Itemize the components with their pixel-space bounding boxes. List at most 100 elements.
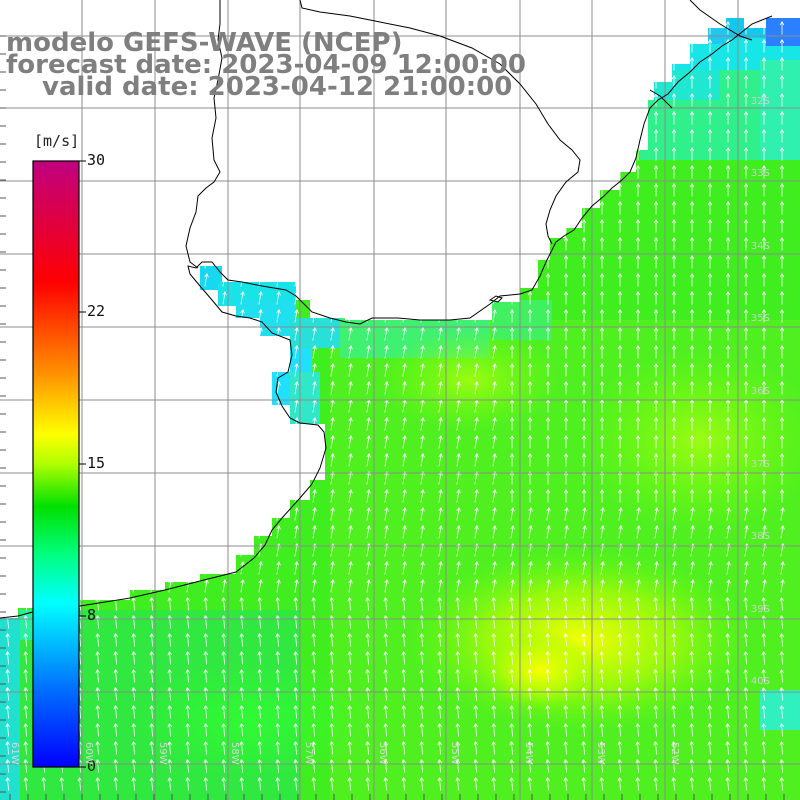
wind-arrow-icon <box>149 759 154 773</box>
wind-arrow-icon <box>240 291 245 305</box>
wind-arrow-icon <box>618 561 623 575</box>
wind-arrow-icon <box>707 219 713 233</box>
wind-arrow-icon <box>672 561 677 575</box>
wind-arrow-icon <box>635 597 640 611</box>
wind-arrow-icon <box>455 723 460 737</box>
wind-arrow-icon <box>492 453 497 467</box>
wind-arrow-icon <box>707 93 713 107</box>
wind-arrow-icon <box>671 435 677 449</box>
wind-arrow-icon <box>23 651 28 665</box>
wind-arrow-icon <box>689 219 695 233</box>
wind-arrow-icon <box>725 93 731 107</box>
wind-arrow-icon <box>167 597 172 611</box>
wind-arrow-icon <box>725 381 731 395</box>
wind-arrow-icon <box>456 345 461 359</box>
wind-arrow-icon <box>330 561 335 575</box>
wind-arrow-icon <box>744 507 749 521</box>
lon-label: 55W <box>449 742 460 765</box>
wind-arrow-icon <box>257 651 262 665</box>
wind-arrow-icon <box>671 345 677 359</box>
wind-arrow-icon <box>689 453 695 467</box>
wind-arrow-icon <box>563 381 569 395</box>
wind-arrow-icon <box>600 507 605 521</box>
wind-arrow-icon <box>599 633 604 647</box>
wind-arrow-icon <box>743 57 749 71</box>
wind-arrow-icon <box>365 723 370 737</box>
wind-arrow-icon <box>131 705 136 719</box>
wind-arrow-icon <box>294 561 299 575</box>
wind-arrow-icon <box>779 183 785 197</box>
wind-arrow-icon <box>455 687 460 701</box>
wind-arrow-icon <box>599 381 605 395</box>
wind-arrow-icon <box>779 417 785 431</box>
wind-arrow-icon <box>384 327 389 341</box>
wind-arrow-icon <box>366 435 371 449</box>
wind-arrow-icon <box>707 183 713 197</box>
wind-arrow-icon <box>780 579 785 593</box>
wind-arrow-icon <box>402 417 407 431</box>
wind-arrow-icon <box>689 93 695 107</box>
wind-arrow-icon <box>275 723 280 737</box>
wind-arrow-icon <box>672 507 677 521</box>
wind-arrow-icon <box>185 687 190 701</box>
wind-arrow-icon <box>509 309 515 323</box>
wind-arrow-icon <box>617 309 623 323</box>
wind-arrow-icon <box>564 561 569 575</box>
wind-arrow-icon <box>653 129 659 143</box>
wind-arrow-icon <box>149 705 154 719</box>
wind-arrow-icon <box>563 705 568 719</box>
wind-arrow-icon <box>671 453 677 467</box>
wind-arrow-icon <box>527 345 533 359</box>
wind-arrow-icon <box>689 129 695 143</box>
wind-arrow-icon <box>582 579 587 593</box>
wind-arrow-icon <box>581 651 586 665</box>
wind-arrow-icon <box>743 291 749 305</box>
wind-arrow-icon <box>456 453 461 467</box>
wind-arrow-icon <box>617 687 622 701</box>
wind-arrow-icon <box>761 363 767 377</box>
wind-arrow-icon <box>383 633 388 647</box>
wind-arrow-icon <box>492 507 497 521</box>
wind-arrow-icon <box>257 759 262 773</box>
wind-arrow-icon <box>294 525 299 539</box>
wind-arrow-icon <box>257 597 262 611</box>
wind-arrow-icon <box>563 777 568 791</box>
wind-arrow-icon <box>437 759 442 773</box>
wind-arrow-icon <box>653 381 659 395</box>
wind-arrow-icon <box>203 777 208 791</box>
wind-arrow-icon <box>474 525 479 539</box>
wind-arrow-icon <box>743 309 749 323</box>
wind-arrow-icon <box>95 777 100 791</box>
wind-arrow-icon <box>185 759 190 773</box>
wind-arrow-icon <box>779 273 785 287</box>
wind-arrow-icon <box>653 147 659 161</box>
wind-arrow-icon <box>455 705 460 719</box>
wind-arrow-icon <box>690 579 695 593</box>
wind-arrow-icon <box>419 633 424 647</box>
wind-arrow-icon <box>329 597 334 611</box>
wind-arrow-icon <box>581 435 587 449</box>
wind-arrow-icon <box>527 489 533 503</box>
valid-date: valid date: 2023-04-12 21:00:00 <box>42 72 513 102</box>
wind-arrow-icon <box>23 759 28 773</box>
wind-arrow-icon <box>707 111 713 125</box>
wind-arrow-icon <box>581 219 587 233</box>
wind-arrow-icon <box>293 705 298 719</box>
wind-arrow-icon <box>527 705 532 719</box>
wind-arrow-icon <box>113 633 118 647</box>
wind-arrow-icon <box>725 255 731 269</box>
wind-arrow-icon <box>671 381 677 395</box>
wind-arrow-icon <box>761 57 767 71</box>
wind-arrow-icon <box>689 777 694 791</box>
wind-arrow-icon <box>689 417 695 431</box>
lon-label: 53W <box>595 742 606 765</box>
wind-arrow-icon <box>5 741 10 755</box>
wind-arrow-icon <box>149 669 154 683</box>
wind-arrow-icon <box>600 525 605 539</box>
wind-arrow-icon <box>293 759 298 773</box>
wind-arrow-icon <box>761 687 766 701</box>
wind-arrow-icon <box>689 291 695 305</box>
wind-arrow-icon <box>653 633 658 647</box>
wind-arrow-icon <box>294 309 299 323</box>
wind-arrow-icon <box>545 723 550 737</box>
